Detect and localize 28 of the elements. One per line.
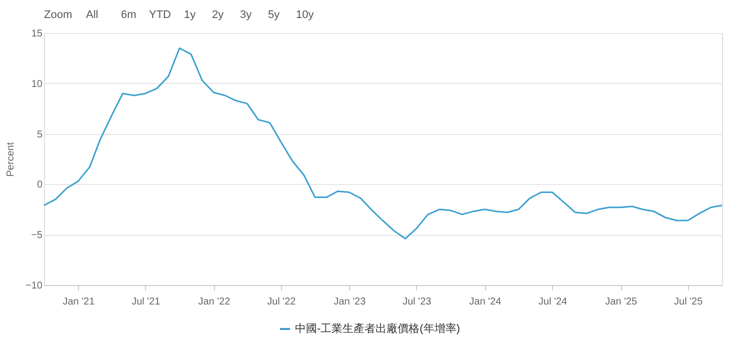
y-tick-label: −5 — [31, 230, 43, 242]
text: 5y — [268, 9, 280, 21]
y-tick-label: 10 — [31, 78, 43, 90]
x-tick-label: Jan '22 — [198, 296, 231, 308]
text: YTD — [149, 9, 172, 21]
text: Zoom — [44, 9, 72, 21]
line-series — [43, 47, 723, 240]
x-tick-label: Jan '24 — [469, 296, 502, 308]
legend-label: 中國-工業生產者出廠價格(年增率) — [295, 322, 460, 335]
y-tick-label: 15 — [31, 28, 43, 40]
x-tick-label: Jul '21 — [132, 296, 161, 308]
text: 3y — [240, 9, 252, 21]
y-tick-label: 5 — [36, 129, 43, 140]
x-tick-label: Jan '23 — [334, 296, 366, 308]
text: 10y — [296, 9, 314, 21]
x-tick-label: Jul '24 — [538, 296, 568, 308]
x-tick-label: Jan '25 — [605, 296, 638, 308]
y-axis-title: Percent — [6, 142, 17, 177]
x-tick-label: Jan '21 — [62, 296, 96, 308]
text: All — [86, 9, 98, 21]
text: 2y — [212, 9, 224, 21]
x-tick-label: Jul '22 — [267, 296, 296, 308]
x-tick-label: Jul '23 — [402, 296, 432, 308]
text: 1y — [184, 9, 196, 21]
text: 6m — [121, 9, 136, 21]
x-tick-label: Jul '25 — [674, 296, 704, 308]
y-tick-label: −10 — [26, 280, 43, 292]
y-tick-label: 0 — [36, 180, 43, 191]
